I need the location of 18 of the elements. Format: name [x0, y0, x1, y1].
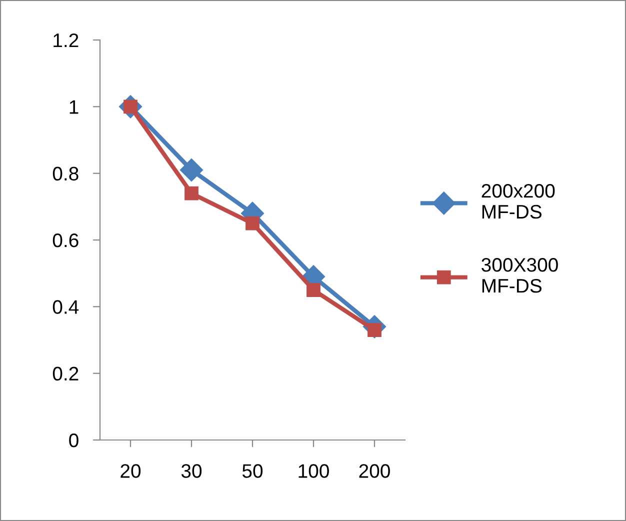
y-tick-label: 1	[70, 100, 78, 114]
point	[306, 283, 320, 297]
x-tick-label: 200	[359, 464, 390, 478]
y-tick-label: 0	[69, 433, 78, 448]
x-tick-label: 100	[298, 464, 329, 478]
x-tick-label: 50	[242, 464, 263, 478]
y-tick-label: 0.8	[52, 166, 78, 181]
y-tick-label: 0.4	[52, 300, 79, 314]
x-tick-label: 20	[120, 464, 141, 478]
y-tick-label: 0.2	[52, 366, 78, 381]
point	[184, 186, 198, 200]
point	[180, 158, 203, 182]
legend-label: 200x200 MF-DS	[482, 184, 555, 219]
x-tick-label: 30	[181, 464, 202, 478]
y-tick-label: 0.6	[52, 233, 78, 248]
point	[246, 216, 260, 230]
y-tick-label: 1.2	[54, 33, 78, 48]
legend-label: 300X300 MF-DS	[482, 258, 558, 293]
